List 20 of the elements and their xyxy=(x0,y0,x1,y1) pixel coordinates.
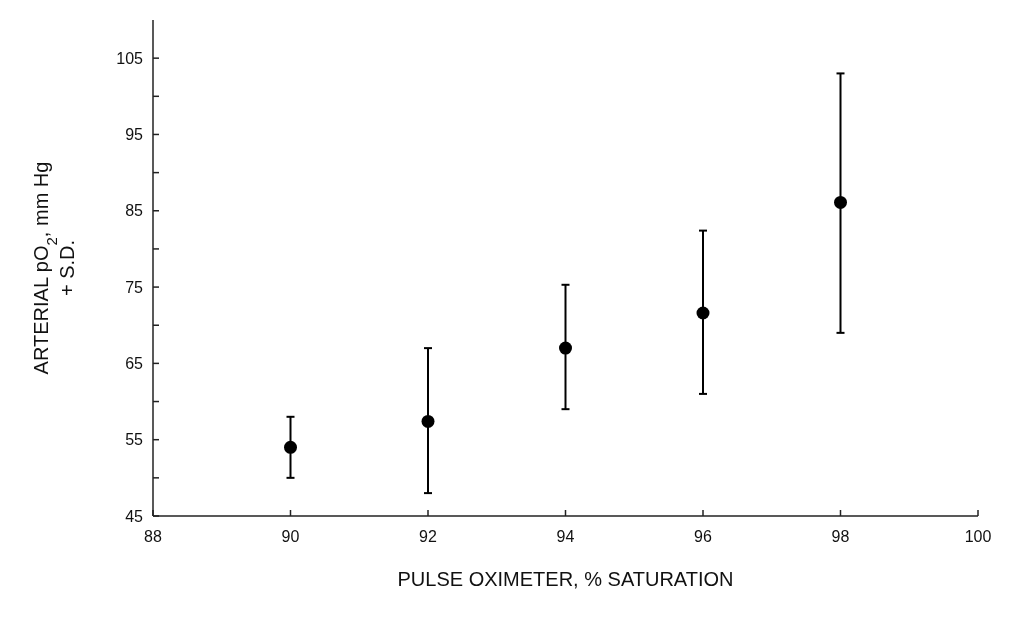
x-tick-label: 94 xyxy=(556,528,575,545)
point xyxy=(696,306,710,320)
y-tick-label: 75 xyxy=(125,278,144,296)
x-tick-label: 96 xyxy=(694,528,712,545)
x-tick-label: 92 xyxy=(419,528,437,545)
x-tick-label: 100 xyxy=(964,528,992,545)
y-tick-label: 105 xyxy=(116,49,144,67)
y-tick-label: 55 xyxy=(125,431,144,449)
x-tick-label: 90 xyxy=(281,528,300,545)
point xyxy=(284,440,297,454)
x-tick-label: 98 xyxy=(831,528,850,545)
point xyxy=(559,341,572,355)
x-axis-title: PULSE OXIMETER, % SATURATION xyxy=(397,568,734,590)
y-tick-label: 85 xyxy=(125,202,144,220)
y-tick-label: 45 xyxy=(125,507,144,525)
point xyxy=(421,414,435,428)
y-tick-label: 95 xyxy=(125,126,144,144)
point xyxy=(834,195,847,209)
x-tick-label: 88 xyxy=(144,528,162,545)
y-tick-label: 65 xyxy=(125,354,144,372)
